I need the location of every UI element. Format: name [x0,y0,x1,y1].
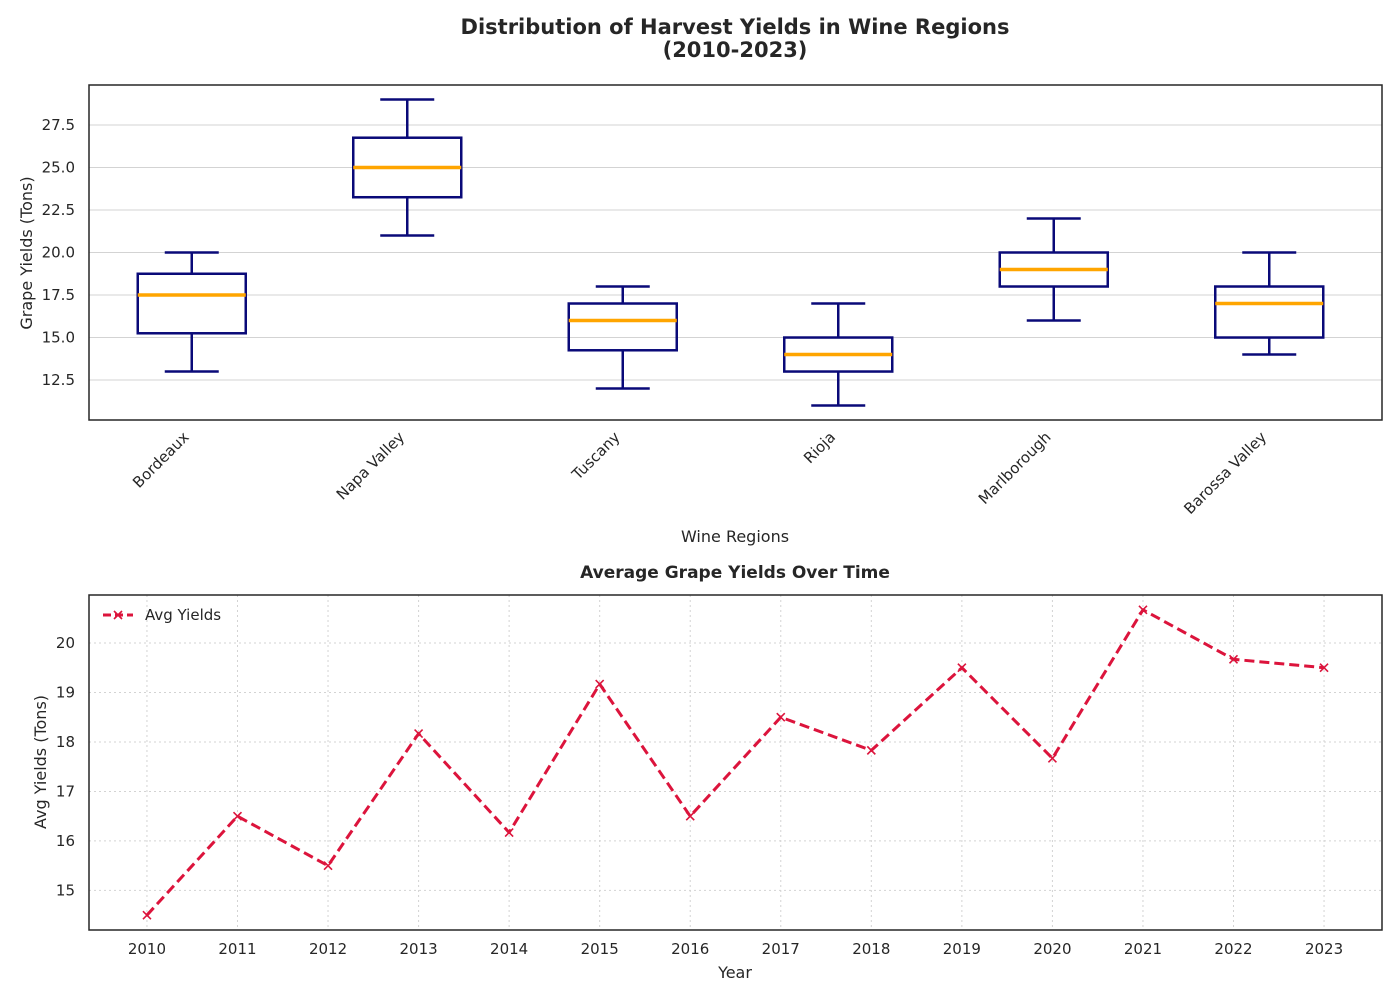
boxplot-x-axis-label: Wine Regions [681,527,789,546]
line-chart-x-ticks: 2010 2011 2012 2013 2014 2015 2016 2017 2018 2019… [128,940,1343,958]
chart-title-line-2: (2010-2023) [663,38,808,62]
line-chart-y-tick-label: 16 [56,832,75,850]
boxplot-y-tick-label: 17.5 [42,286,75,304]
legend: Avg Yields [103,606,221,624]
data-point-marker [595,679,605,689]
boxplot-y-tick-label: 25.0 [42,158,75,176]
boxplot-marks [136,98,1325,407]
data-point-marker [1319,663,1329,673]
boxplot-y-axis-label: Grape Yields (Tons) [17,176,36,329]
line-chart-y-ticks: 15 16 17 18 19 20 [56,634,75,899]
boxplot-x-tick-label: Marlborough [975,428,1055,508]
boxplot-x-tick-label: Napa Valley [333,428,408,503]
boxplot-x-tick-label: Barossa Valley [1180,428,1270,518]
line-chart-y-tick-label: 18 [56,733,75,751]
chart-title-line-1: Distribution of Harvest Yields in Wine R… [461,15,1010,39]
boxplot-frame [88,84,1383,421]
line-chart-y-axis-label: Avg Yields (Tons) [31,695,50,829]
data-point-marker [685,811,695,821]
data-point-marker [866,745,876,755]
boxplot-y-tick-label: 20.0 [42,244,75,262]
data-point-marker [957,663,967,673]
line-chart-x-tick-label: 2016 [671,940,709,958]
line-chart-frame [88,594,1383,931]
boxplot-y-tick-label: 27.5 [42,116,75,134]
boxplot-x-tick-label: Rioja [800,428,839,467]
line-chart-y-tick-label: 17 [56,782,75,800]
line-chart-marks [142,605,1329,920]
line-chart-x-tick-label: 2015 [581,940,619,958]
line-chart-x-tick-label: 2022 [1214,940,1252,958]
box-iqr [567,302,678,352]
boxplot-y-tick-label: 15.0 [42,329,75,347]
line-chart-x-tick-label: 2021 [1124,940,1162,958]
data-point-marker [414,728,424,739]
data-point-marker [232,811,243,821]
boxplot-x-tick-label: Tuscany [568,428,624,484]
line-chart-y-tick-label: 19 [56,683,75,701]
legend-marker-icon [113,610,123,620]
line-chart-x-tick-label: 2023 [1305,940,1343,958]
line-chart-x-axis-label: Year [717,963,752,982]
line-chart-x-tick-label: 2012 [309,940,347,958]
box-iqr [1214,285,1325,339]
boxplot-x-ticks: Bordeaux Napa Valley Tuscany Rioja Marlborou… [129,428,1270,518]
data-point-marker [142,910,152,920]
line-chart-x-tick-label: 2020 [1033,940,1071,958]
line-chart-x-tick-label: 2019 [943,940,981,958]
data-point-marker [776,712,786,722]
boxplot-y-tick-label: 12.5 [42,371,75,389]
data-point-marker [1228,654,1239,664]
data-point-marker [1138,605,1148,615]
box-iqr [136,272,247,335]
series-line-avg-yields [145,608,1325,917]
line-chart-gridlines [89,595,1382,930]
line-chart-x-tick-label: 2011 [218,940,256,958]
boxplot-x-tick-label: Bordeaux [129,428,193,492]
line-chart-x-tick-label: 2017 [762,940,800,958]
line-chart-x-tick-label: 2014 [490,940,528,958]
data-point-marker [323,861,333,871]
line-chart-title: Average Grape Yields Over Time [580,563,890,583]
line-chart-x-tick-label: 2018 [852,940,890,958]
legend-label: Avg Yields [145,606,221,624]
line-chart-x-tick-label: 2010 [128,940,166,958]
line-chart-x-tick-label: 2013 [399,940,437,958]
boxplot-y-tick-label: 22.5 [42,201,75,219]
line-chart-y-tick-label: 20 [56,634,75,652]
boxplot-gridlines [89,124,1382,381]
line-chart-y-tick-label: 15 [56,881,75,899]
boxplot-y-ticks: 12.5 15.0 17.5 20.0 22.5 25.0 27.5 [42,116,75,389]
data-point-marker [1047,753,1057,763]
data-point-marker [504,827,514,838]
